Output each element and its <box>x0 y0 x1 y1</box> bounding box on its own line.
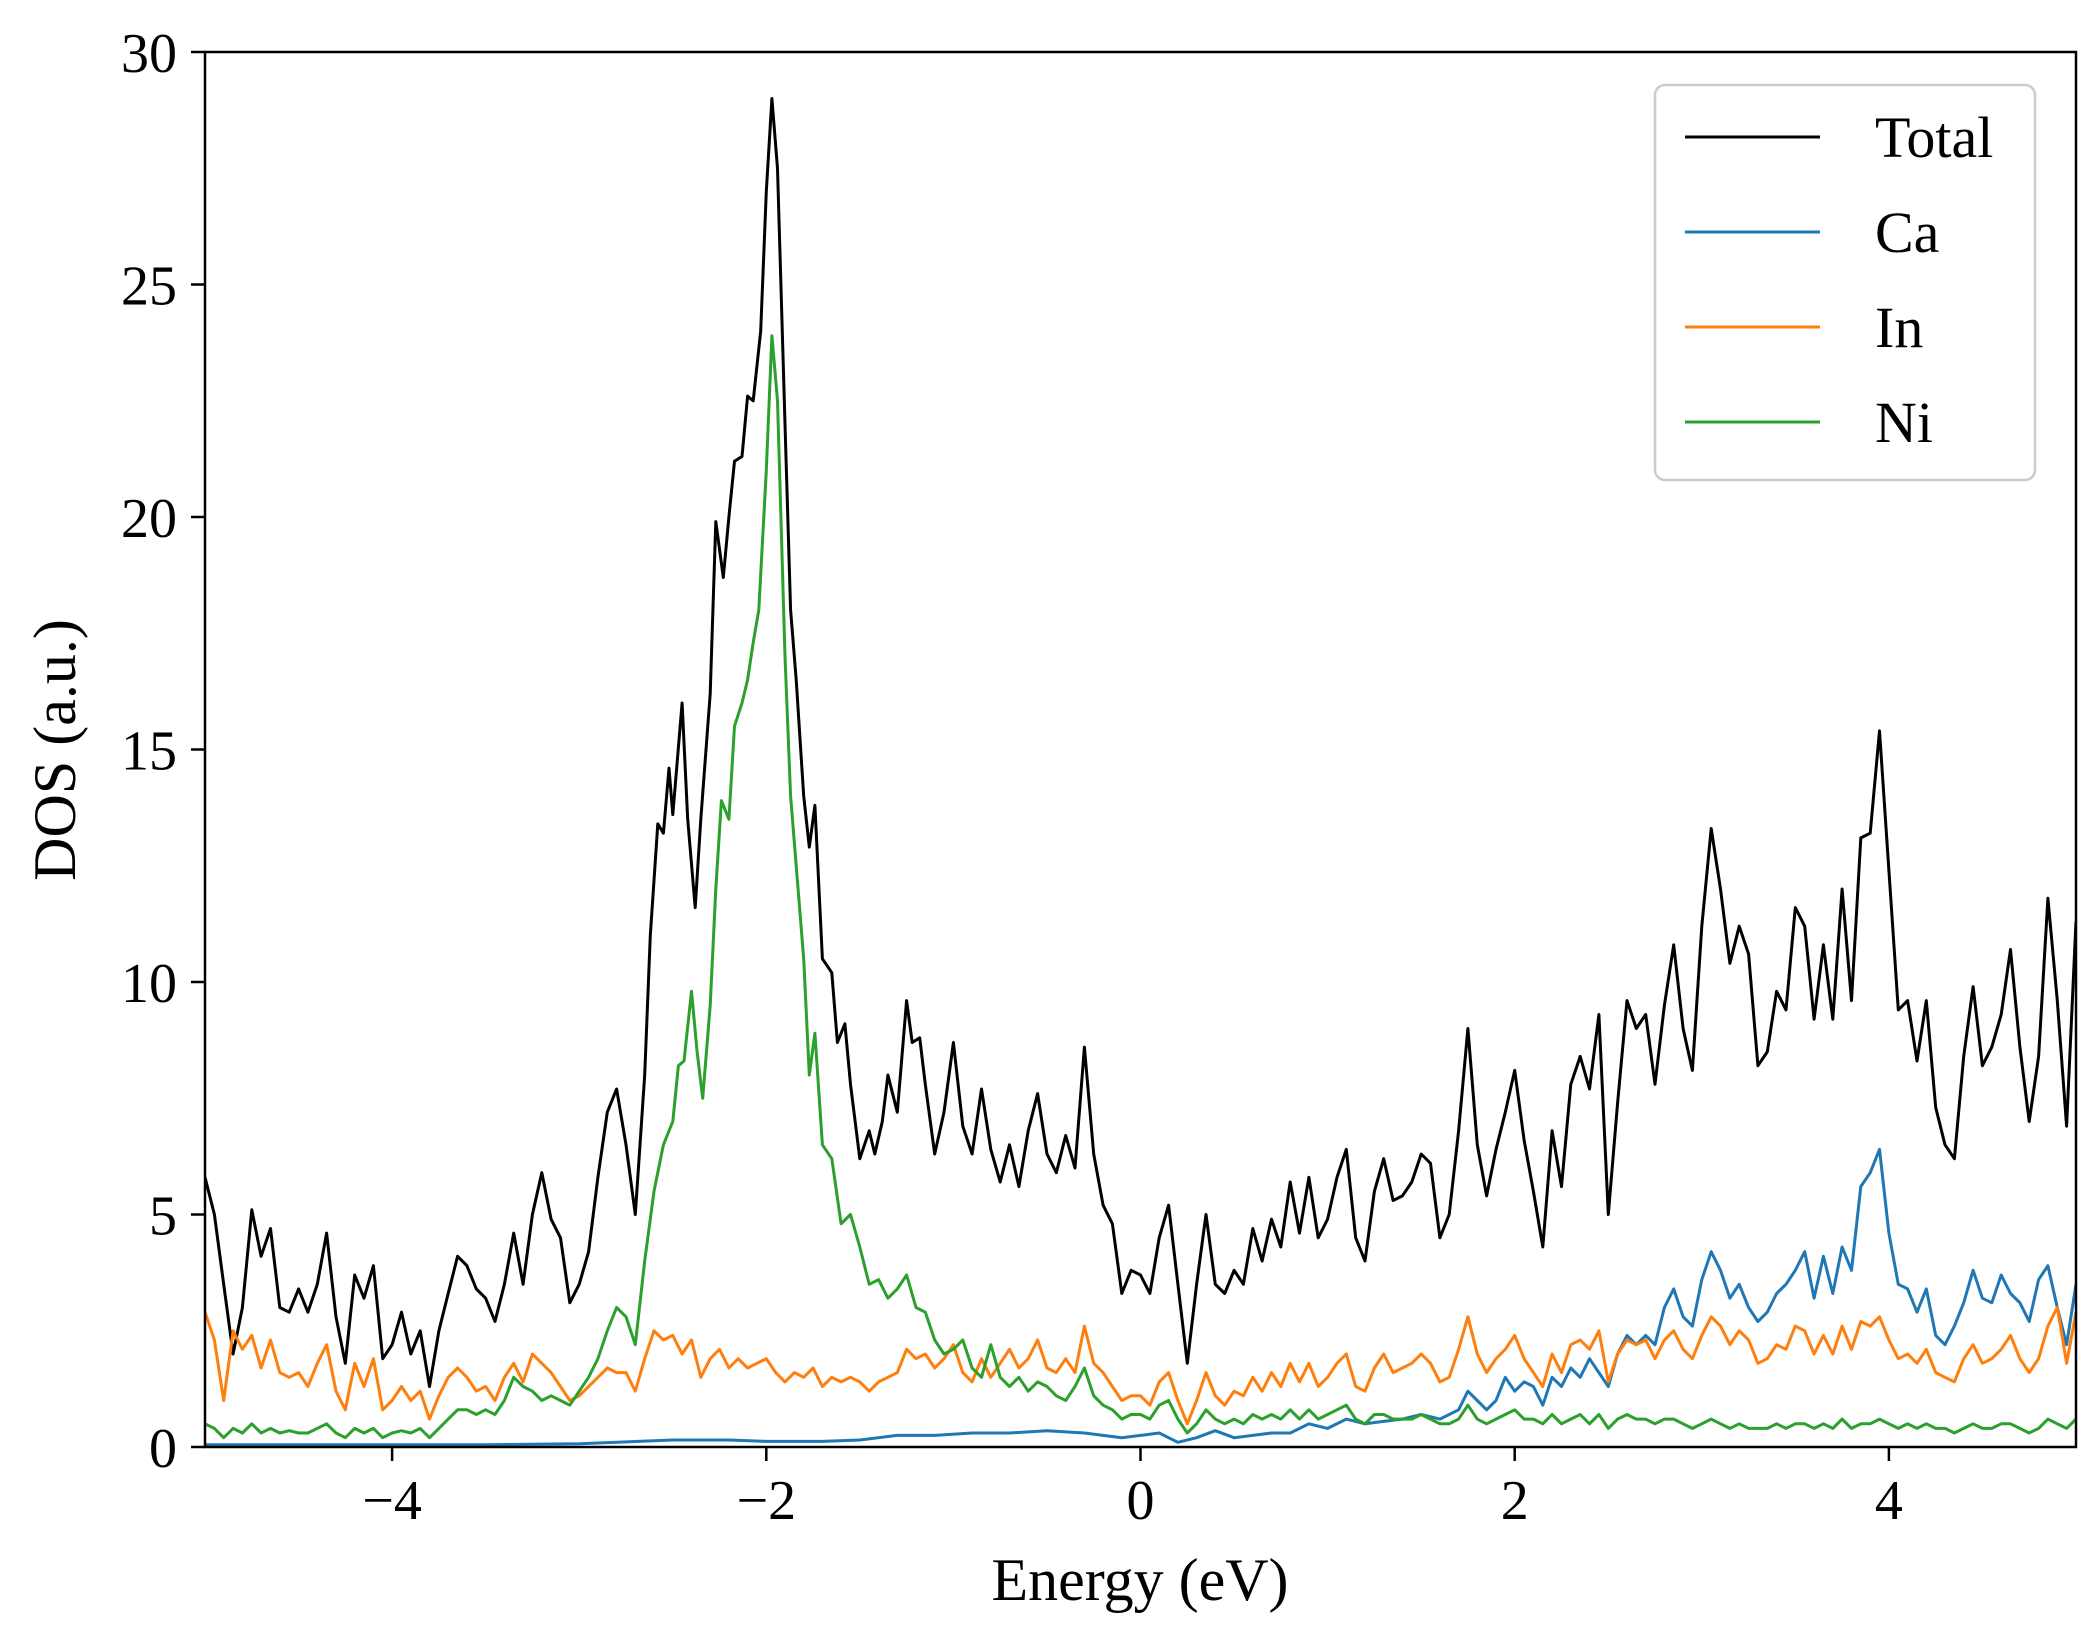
x-axis-title: Energy (eV) <box>991 1547 1288 1613</box>
series-line-total <box>205 97 2076 1388</box>
y-tick-label: 15 <box>121 721 177 783</box>
x-tick-label: 0 <box>1127 1470 1155 1532</box>
series-line-ni <box>205 334 2076 1440</box>
y-tick-label: 20 <box>121 488 177 550</box>
x-tick-label: −4 <box>362 1470 422 1532</box>
legend: Total Ca In Ni <box>1653 83 2037 482</box>
legend-label-in: In <box>1875 295 1923 360</box>
y-tick-label: 30 <box>121 23 177 85</box>
legend-box <box>1653 83 2037 482</box>
y-tick-label: 0 <box>149 1418 177 1480</box>
series-line-in <box>205 1306 2076 1426</box>
series-layer <box>205 97 2076 1447</box>
series-line-ca <box>205 1147 2076 1447</box>
legend-label-ni: Ni <box>1875 390 1933 455</box>
y-tick-label: 5 <box>149 1186 177 1248</box>
y-tick-label: 10 <box>121 953 177 1015</box>
legend-label-ca: Ca <box>1875 200 1939 265</box>
legend-label-total: Total <box>1875 105 1993 170</box>
y-axis-title: DOS (a.u.) <box>22 619 88 881</box>
x-tick-label: −2 <box>737 1470 797 1532</box>
x-tick-label: 4 <box>1875 1470 1903 1532</box>
x-tick-label: 2 <box>1501 1470 1529 1532</box>
y-tick-label: 25 <box>121 256 177 318</box>
y-axis: 0 5 10 15 20 25 30 <box>121 23 205 1480</box>
x-axis: −4 −2 0 2 4 <box>362 1447 1903 1532</box>
